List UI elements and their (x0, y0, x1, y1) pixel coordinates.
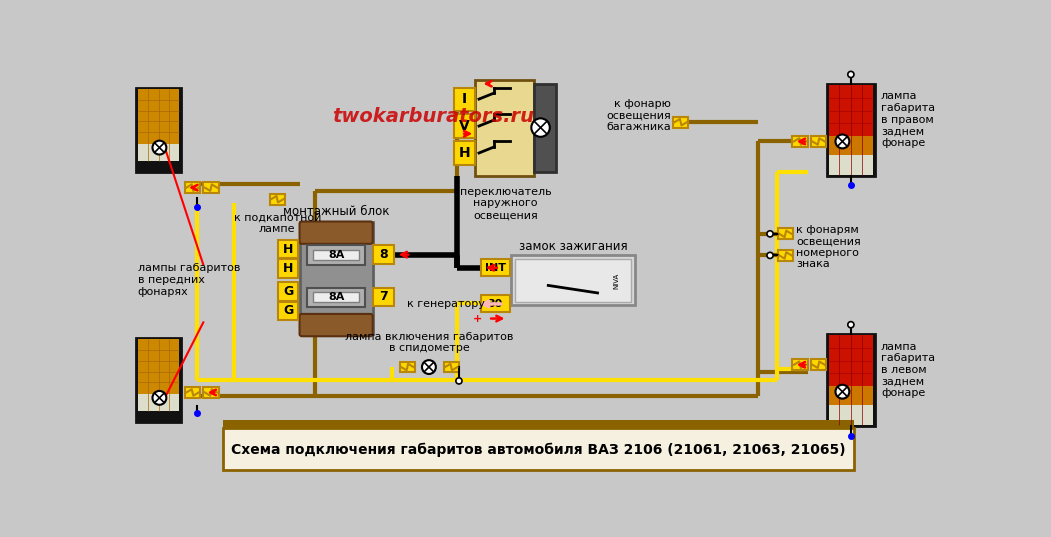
Bar (223, 428, 854, 470)
Circle shape (848, 71, 854, 77)
Bar (810, 359, 826, 370)
Bar (827, 334, 874, 426)
Bar (828, 386, 873, 405)
Circle shape (836, 384, 849, 398)
Text: к подкапотной
лампе: к подкапотной лампе (233, 212, 321, 234)
Bar (279, 259, 298, 278)
Bar (515, 259, 631, 302)
Bar (828, 155, 873, 175)
Text: к фонарю
освещения
багажника: к фонарю освещения багажника (606, 99, 671, 132)
Bar (279, 240, 298, 258)
Bar (475, 80, 534, 176)
Text: H: H (458, 146, 470, 160)
Bar (279, 302, 298, 320)
Bar (673, 117, 688, 128)
Bar (138, 394, 180, 411)
Bar (792, 359, 808, 370)
Text: лампы габаритов
в передних
фонарях: лампы габаритов в передних фонарях (138, 264, 241, 296)
Bar (203, 387, 219, 398)
Bar (399, 361, 415, 373)
Text: V: V (459, 119, 470, 133)
Text: INT: INT (485, 263, 506, 273)
Circle shape (836, 134, 849, 148)
Text: к фонарям
освещения
номерного
знака: к фонарям освещения номерного знака (797, 224, 861, 270)
Text: I: I (461, 92, 467, 106)
Bar (511, 256, 635, 306)
Text: к генератору: к генератору (408, 299, 486, 309)
Bar (137, 88, 181, 172)
Circle shape (152, 391, 166, 405)
Text: G: G (283, 304, 293, 317)
Bar (203, 182, 219, 193)
Text: H: H (283, 243, 293, 256)
Bar (444, 361, 459, 373)
Circle shape (532, 118, 550, 137)
Bar (454, 114, 475, 137)
Bar (223, 420, 854, 428)
Bar (185, 182, 201, 193)
Text: 8: 8 (379, 248, 388, 261)
Bar (373, 245, 394, 264)
Bar (828, 85, 873, 136)
Bar (828, 136, 873, 155)
Bar (810, 136, 826, 147)
Text: H: H (283, 262, 293, 275)
Bar (827, 84, 874, 176)
Bar (480, 259, 510, 276)
Text: +: + (473, 314, 482, 323)
FancyBboxPatch shape (300, 222, 373, 244)
Text: замок зажигания: замок зажигания (518, 240, 627, 253)
Text: Схема подключения габаритов автомобиля ВАЗ 2106 (21061, 21063, 21065): Схема подключения габаритов автомобиля В… (231, 442, 846, 456)
Bar (480, 295, 510, 313)
Circle shape (767, 231, 774, 237)
Bar (778, 228, 794, 239)
Bar (138, 89, 180, 144)
Text: лампа включения габаритов
в спидометре: лампа включения габаритов в спидометре (345, 331, 513, 353)
Bar (307, 245, 365, 265)
Text: 8A: 8A (328, 250, 345, 260)
Text: монтажный блок: монтажный блок (283, 205, 389, 218)
Bar (828, 336, 873, 386)
Circle shape (152, 141, 166, 155)
Bar (373, 288, 394, 306)
Bar (792, 136, 808, 147)
Text: twokarburators.ru: twokarburators.ru (332, 107, 534, 126)
Circle shape (423, 360, 436, 374)
Bar (137, 338, 181, 423)
Bar (185, 387, 201, 398)
Text: G: G (283, 285, 293, 298)
Text: переключатель
наружного
освещения: переключатель наружного освещения (459, 187, 552, 220)
Text: NIVA: NIVA (613, 272, 619, 288)
Bar (534, 84, 556, 172)
Text: лампа
габарита
в левом
заднем
фонаре: лампа габарита в левом заднем фонаре (881, 342, 935, 398)
FancyBboxPatch shape (300, 314, 373, 336)
Bar (313, 250, 358, 260)
Text: 8A: 8A (328, 292, 345, 302)
Text: 30: 30 (488, 299, 502, 309)
Circle shape (848, 322, 854, 328)
Bar (778, 250, 794, 261)
Text: 7: 7 (379, 291, 388, 303)
Bar (454, 88, 475, 111)
Bar (828, 405, 873, 425)
Bar (313, 292, 358, 302)
Bar (269, 194, 285, 205)
Bar (454, 141, 475, 164)
Bar (279, 282, 298, 301)
Bar (138, 339, 180, 394)
Bar (300, 222, 373, 334)
Text: лампа
габарита
в правом
заднем
фонаре: лампа габарита в правом заднем фонаре (881, 91, 935, 148)
Circle shape (767, 252, 774, 258)
Bar (138, 144, 180, 161)
Bar (307, 288, 365, 307)
Circle shape (456, 378, 462, 384)
